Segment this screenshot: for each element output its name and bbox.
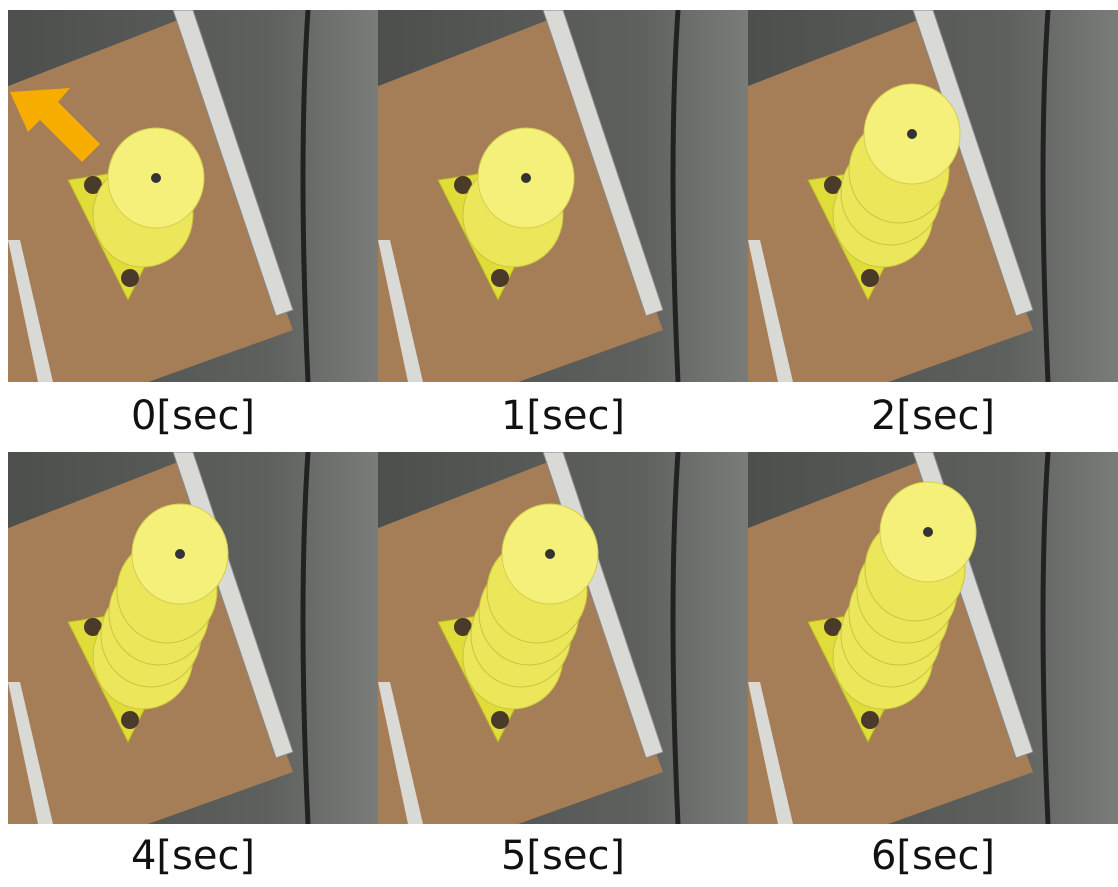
caption: 6[sec]	[871, 833, 995, 879]
center-hole	[151, 173, 161, 183]
caption: 1[sec]	[501, 393, 625, 439]
photo	[368, 452, 748, 842]
caption: 0[sec]	[131, 393, 255, 439]
center-hole	[175, 549, 185, 559]
center-hole	[521, 173, 531, 183]
caption: 4[sec]	[131, 833, 255, 879]
hole	[861, 269, 879, 287]
hole	[121, 711, 139, 729]
center-hole	[907, 129, 917, 139]
center-hole	[545, 549, 555, 559]
hole	[861, 711, 879, 729]
photo	[0, 452, 378, 842]
photo	[0, 10, 378, 400]
photo	[738, 452, 1118, 842]
photo	[368, 10, 748, 400]
photo	[738, 10, 1118, 400]
hole	[121, 269, 139, 287]
center-hole	[923, 527, 933, 537]
caption: 5[sec]	[501, 833, 625, 879]
figure: 0[sec] 1[sec] 2[sec] 4[sec] 5[sec] 6[sec]	[0, 0, 1118, 887]
hole	[491, 711, 509, 729]
page: 0[sec]1[sec]2[sec]4[sec]5[sec]6[sec] (()…	[0, 0, 1118, 887]
hole	[491, 269, 509, 287]
caption: 2[sec]	[871, 393, 995, 439]
